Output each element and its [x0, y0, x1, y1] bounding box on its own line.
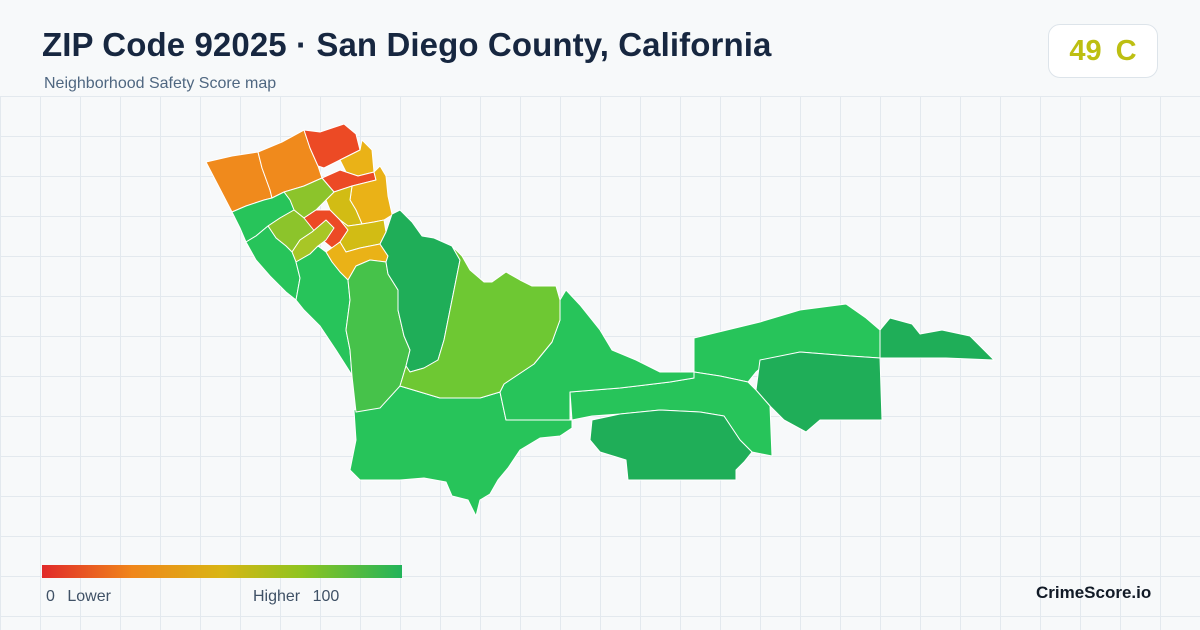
neighborhood-region[interactable]	[589, 409, 753, 481]
safety-score-badge: 49 C	[1048, 24, 1158, 78]
legend-min-text: Lower	[67, 588, 111, 605]
legend-high-label: Higher 100	[249, 588, 343, 606]
legend-color-scale	[42, 565, 402, 578]
legend-low-label: 0 Lower	[42, 588, 115, 606]
brand-logo-text: CrimeScore.io	[1036, 583, 1152, 602]
header-area	[0, 0, 1200, 96]
score-value: 49	[1069, 34, 1102, 67]
legend-max-value: 100	[312, 588, 340, 605]
legend-max-text: Higher	[253, 588, 301, 605]
neighborhood-region[interactable]	[755, 317, 995, 433]
page-title: ZIP Code 92025 · San Diego County, Calif…	[42, 26, 772, 63]
neighborhood-regions	[205, 123, 995, 517]
neighborhood-region[interactable]	[399, 245, 561, 399]
page-subtitle: Neighborhood Safety Score map	[44, 75, 277, 92]
score-grade: C	[1115, 34, 1137, 67]
legend-min-value: 0	[46, 588, 55, 605]
